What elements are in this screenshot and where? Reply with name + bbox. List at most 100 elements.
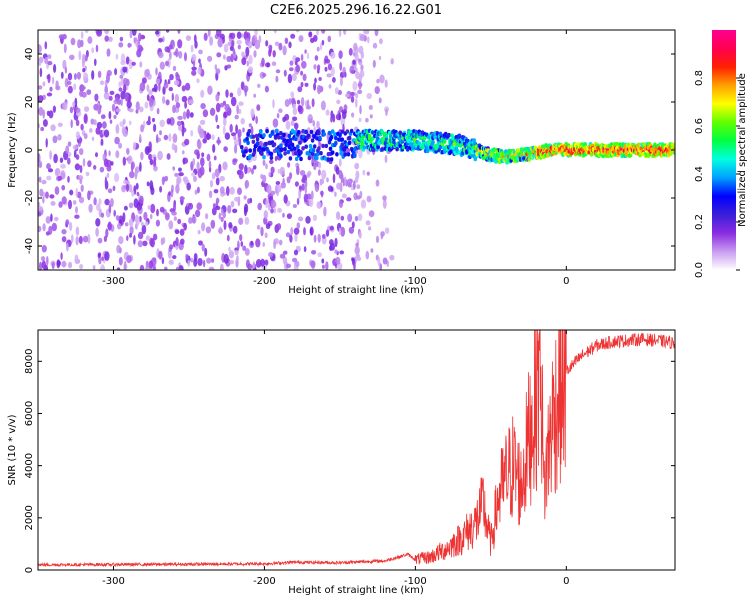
spectrogram-cell	[293, 264, 297, 270]
spectrogram-cell	[82, 235, 89, 243]
spectrogram-cell	[168, 191, 172, 196]
spectrogram-cell	[216, 30, 222, 37]
spectrogram-cell	[374, 30, 379, 37]
spectrogram-cell	[293, 249, 299, 256]
spectrogram-cell	[174, 93, 180, 104]
spectrogram-cell	[240, 118, 245, 125]
spectrogram-cell	[243, 195, 247, 200]
spectrogram-cell	[155, 67, 158, 76]
spectrogram-cell	[95, 227, 99, 237]
spectrogram-cell	[298, 35, 304, 43]
spectrogram-cell	[206, 153, 211, 162]
spectrogram-cell	[338, 50, 343, 59]
spectrogram-cell	[139, 61, 143, 68]
spectrogram-cell	[220, 216, 224, 222]
spectrogram-cell	[235, 124, 239, 134]
chart-title: C2E6.2025.296.16.22.G01	[270, 3, 442, 18]
spectrogram-cell	[229, 123, 233, 133]
spectrogram-cell	[252, 165, 257, 170]
spectrogram-cell	[356, 184, 361, 190]
spectrogram-cell	[353, 42, 358, 51]
spectrogram-cell	[365, 117, 369, 123]
spectrogram-cell	[212, 143, 216, 153]
spectrogram-cell	[67, 175, 70, 183]
spectrogram-cell	[139, 215, 142, 223]
spectrogram-cell	[379, 74, 385, 84]
spectrogram-cell	[248, 54, 253, 65]
spectrogram-cell	[100, 114, 106, 120]
spectrogram-cell	[38, 95, 44, 103]
spectrogram-cell	[333, 132, 337, 137]
spectrogram-cell	[119, 36, 124, 42]
snr-y-tick-label: 0	[24, 567, 35, 573]
spectrogram-cell	[296, 144, 300, 149]
spectrogram-cell	[148, 153, 153, 161]
spectrogram-cell	[278, 108, 283, 113]
spectrogram-cell	[306, 133, 311, 138]
spectrogram-cell	[347, 178, 353, 185]
spectrogram-cell	[273, 207, 277, 214]
spectrogram-cell	[197, 258, 203, 266]
spectrogram-cell	[66, 242, 69, 252]
spectrogram-cell	[49, 86, 53, 92]
spectrogram-cell	[317, 252, 323, 258]
spectrogram-cell	[125, 56, 130, 65]
spectrogram-cell	[325, 229, 330, 237]
spectrogram-cell	[118, 142, 123, 149]
spectrogram-cell	[111, 103, 116, 112]
spectrogram-cell	[330, 116, 333, 123]
spectrogram-cell	[165, 60, 169, 67]
spectrogram-cell	[372, 42, 378, 49]
spectrogram-cell	[41, 260, 46, 270]
spectrogram-cell	[152, 233, 158, 241]
spectrogram-cell	[80, 184, 84, 192]
spectrogram-cell	[255, 116, 258, 124]
spectrogram-cell	[91, 136, 95, 141]
spectrogram-cell	[321, 258, 325, 264]
spectrogram-cell	[201, 222, 206, 232]
spectrogram-cell	[83, 133, 88, 140]
spectrogram-cell	[354, 246, 360, 255]
spectrogram-cell	[155, 219, 160, 227]
spectrogram-cell	[589, 152, 594, 157]
spectrogram-cell	[179, 196, 185, 201]
spectrogram-y-tick-label: 20	[24, 96, 35, 109]
spectrogram-cell	[173, 80, 180, 86]
spectrogram-cell	[137, 231, 144, 240]
spectrogram-cell	[366, 92, 373, 100]
spectrogram-cell	[248, 154, 252, 159]
spectrogram-cell	[94, 58, 97, 66]
spectrogram-cell	[167, 79, 171, 85]
spectrogram-cell	[75, 187, 78, 198]
spectrogram-cell	[177, 115, 183, 120]
spectrogram-cell	[311, 148, 316, 153]
spectrogram-cell	[282, 45, 287, 56]
spectrogram-cell	[357, 89, 363, 95]
spectrogram-cell	[70, 37, 76, 46]
spectrogram-cell	[260, 258, 265, 267]
spectrogram-cell	[262, 174, 267, 184]
spectrogram-cell	[278, 42, 283, 51]
spectrogram-cell	[334, 191, 337, 197]
spectrogram-cell	[288, 156, 293, 161]
spectrogram-cell	[208, 266, 215, 270]
spectrogram-cell	[360, 199, 367, 209]
spectrogram-cell	[124, 92, 129, 102]
spectrogram-cell	[214, 168, 220, 178]
spectrogram-cell	[290, 97, 296, 105]
spectrogram-cell	[347, 213, 353, 223]
spectrogram-cell	[100, 264, 105, 270]
spectrogram-cell	[73, 149, 77, 158]
spectrogram-cell	[99, 80, 105, 85]
spectrogram-cell	[139, 133, 142, 143]
spectrogram-cell	[321, 143, 325, 149]
spectrogram-cell	[131, 30, 137, 36]
spectrogram-cell	[73, 83, 77, 91]
spectrogram-cell	[376, 78, 380, 84]
spectrogram-cell	[38, 106, 44, 116]
spectrogram-cell	[234, 144, 238, 154]
spectrogram-cell	[293, 151, 298, 156]
spectrogram-cell	[78, 235, 83, 245]
spectrogram-cell	[75, 131, 80, 140]
spectrogram-cell	[223, 117, 227, 127]
